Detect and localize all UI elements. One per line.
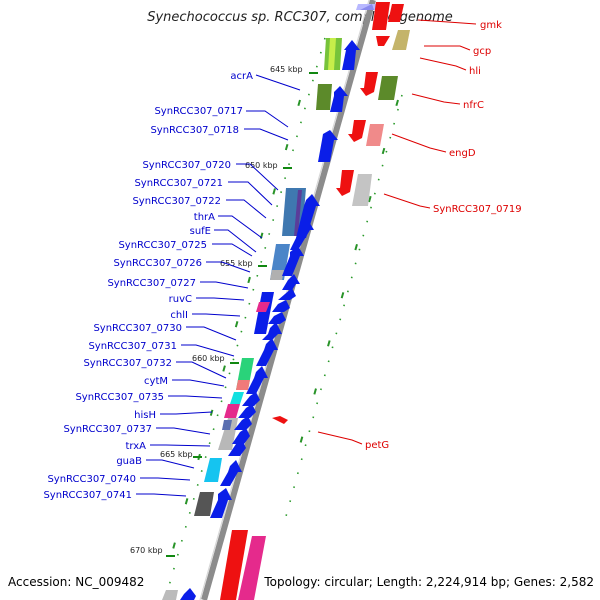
forward-strand-features bbox=[162, 38, 360, 600]
gene-label-engd: engD bbox=[449, 148, 476, 159]
tick-label-670: 670 kbp bbox=[130, 546, 163, 555]
summary-text: Topology: circular; Length: 2,224,914 bp… bbox=[264, 575, 594, 589]
tick-label-665: 665 kbp bbox=[160, 450, 193, 459]
gene-label-0735: SynRCC307_0735 bbox=[75, 392, 164, 403]
reverse-strand-features bbox=[220, 2, 410, 600]
gene-label-nfrc: nfrC bbox=[463, 100, 484, 111]
gene-label-hish: hisH bbox=[134, 410, 156, 421]
gene-label-acra: acrA bbox=[230, 71, 253, 82]
accession-text: Accession: NC_009482 bbox=[8, 575, 145, 589]
gene-label-0722: SynRCC307_0722 bbox=[132, 196, 221, 207]
gene-label-0731: SynRCC307_0731 bbox=[88, 341, 177, 352]
gene-label-0727: SynRCC307_0727 bbox=[107, 278, 196, 289]
gene-label-trxa: trxA bbox=[125, 441, 146, 452]
gene-label-0720: SynRCC307_0720 bbox=[142, 160, 231, 171]
outer-ring-guide bbox=[284, 94, 403, 521]
gene-label-0717: SynRCC307_0717 bbox=[154, 106, 243, 117]
tick-label-650: 650 kbp bbox=[245, 161, 278, 170]
genome-summary: Topology: circular; Length: 2,224,914 bp… bbox=[264, 575, 594, 589]
gene-label-gcp: gcp bbox=[473, 46, 491, 57]
gene-label-hli: hli bbox=[469, 66, 481, 77]
tick-label-660: 660 kbp bbox=[192, 354, 225, 363]
gene-label-0740: SynRCC307_0740 bbox=[47, 474, 136, 485]
inner-ring-guide bbox=[164, 37, 326, 600]
gene-label-ruvc: ruvC bbox=[169, 294, 192, 305]
gene-label-petg: petG bbox=[365, 440, 389, 451]
forward-leader-lines bbox=[136, 74, 301, 497]
reverse-gene-labels: gmk gcp hli nfrC engD SynRCC307_0719 pet… bbox=[365, 20, 522, 451]
gene-label-0721: SynRCC307_0721 bbox=[134, 178, 223, 189]
gene-label-chli: chlI bbox=[170, 310, 188, 321]
gene-label-0737: SynRCC307_0737 bbox=[63, 424, 152, 435]
gene-label-cytm: cytM bbox=[144, 376, 168, 387]
gene-label-0718: SynRCC307_0718 bbox=[150, 125, 239, 136]
gene-label-sufe: sufE bbox=[190, 226, 211, 237]
gene-label-0732: SynRCC307_0732 bbox=[83, 358, 172, 369]
gene-label-guab: guaB bbox=[116, 456, 142, 467]
tick-label-655: 655 kbp bbox=[220, 259, 253, 268]
gene-label-0726: SynRCC307_0726 bbox=[113, 258, 202, 269]
gene-label-0719: SynRCC307_0719 bbox=[433, 204, 522, 215]
accession-label: Accession: NC_009482 bbox=[8, 575, 144, 589]
forward-gene-labels: acrA SynRCC307_0717 SynRCC307_0718 SynRC… bbox=[43, 71, 253, 501]
tick-labels: 645 kbp 650 kbp 655 kbp 660 kbp 665 kbp … bbox=[130, 65, 303, 555]
tick-label-645: 645 kbp bbox=[270, 65, 303, 74]
gene-label-gmk: gmk bbox=[480, 20, 502, 31]
gene-label-0741: SynRCC307_0741 bbox=[43, 490, 132, 501]
reverse-leader-lines bbox=[317, 19, 477, 445]
gene-label-thra: thrA bbox=[194, 212, 215, 223]
gene-label-0730: SynRCC307_0730 bbox=[93, 323, 182, 334]
tick-marks bbox=[166, 72, 318, 557]
gene-label-0725: SynRCC307_0725 bbox=[118, 240, 207, 251]
